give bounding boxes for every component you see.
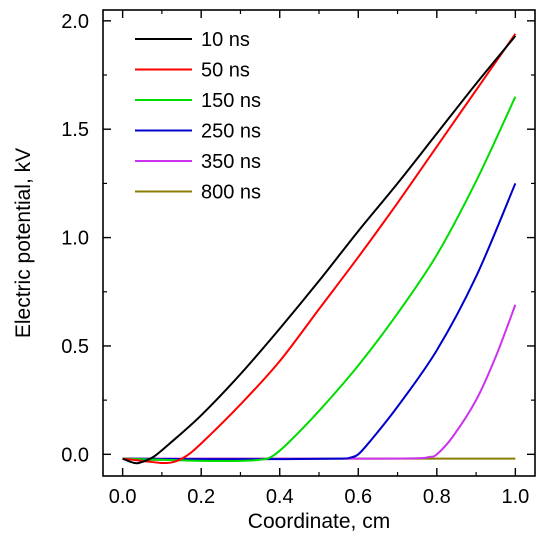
x-axis-title: Coordinate, cm [248,510,390,533]
x-tick-label: 0.4 [266,486,294,508]
x-tick-label: 0.0 [109,486,137,508]
legend: 10 ns 50 ns 150 ns 250 ns 350 ns 800 ns [135,29,261,204]
x-tick-label: 0.6 [344,486,372,508]
series-line-50-ns [122,33,517,465]
series-lines [122,33,517,465]
y-tick-label: 1.0 [61,228,89,250]
x-tick-label: 0.2 [187,486,215,508]
x-tick-label: 0.8 [423,486,451,508]
y-tick-label: 0.0 [61,444,89,466]
y-tick-label: 2.0 [61,11,89,33]
legend-label-10-ns: 10 ns [201,29,250,51]
legend-label-350-ns: 350 ns [201,151,261,173]
series-line-250-ns [122,183,517,461]
legend-label-800-ns: 800 ns [201,182,261,204]
y-axis-title: Electric potential, kV [12,148,35,338]
series-line-150-ns [122,96,517,462]
legend-label-150-ns: 150 ns [201,90,261,112]
axis-ticks: 0.0 0.2 0.4 0.6 0.8 1.0 0.0 0.5 1.0 1.5 2.0 [61,10,535,508]
y-tick-label: 0.5 [61,336,89,358]
series-line-10-ns [122,35,517,465]
legend-label-250-ns: 250 ns [201,121,261,143]
x-tick-label: 1.0 [501,486,529,508]
y-tick-label: 1.5 [61,119,89,141]
legend-label-50-ns: 50 ns [201,60,250,82]
